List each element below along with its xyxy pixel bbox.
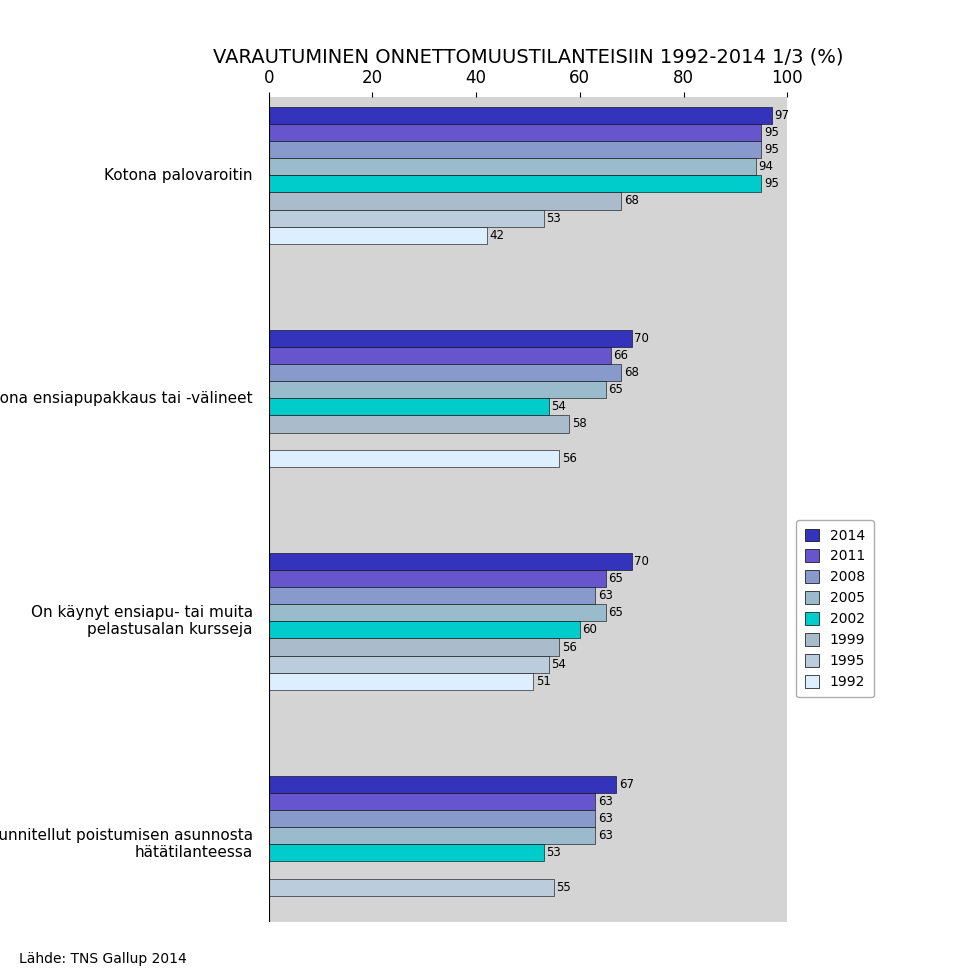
- Bar: [269, 329, 632, 347]
- Text: 54: 54: [551, 657, 566, 671]
- Bar: [269, 845, 543, 861]
- Text: 95: 95: [764, 143, 779, 156]
- Text: 70: 70: [635, 554, 649, 568]
- Bar: [269, 450, 559, 467]
- Text: 60: 60: [583, 623, 597, 636]
- Bar: [269, 879, 554, 896]
- Bar: [269, 398, 549, 416]
- Text: 68: 68: [624, 366, 638, 379]
- Bar: [269, 673, 533, 690]
- Text: 94: 94: [758, 160, 774, 173]
- Bar: [269, 827, 595, 845]
- Bar: [269, 552, 632, 570]
- Text: 65: 65: [609, 572, 623, 585]
- Text: 67: 67: [618, 778, 634, 790]
- Text: 68: 68: [624, 194, 638, 208]
- Bar: [269, 141, 761, 158]
- Text: 65: 65: [609, 384, 623, 396]
- Text: 53: 53: [546, 847, 561, 859]
- Bar: [269, 621, 580, 639]
- Text: 95: 95: [764, 126, 779, 139]
- Bar: [269, 416, 569, 432]
- Text: 55: 55: [557, 881, 571, 893]
- Bar: [269, 776, 616, 793]
- Text: 58: 58: [572, 418, 587, 430]
- Text: 53: 53: [546, 212, 561, 224]
- Bar: [269, 364, 621, 381]
- Text: 56: 56: [562, 452, 577, 465]
- Bar: [269, 570, 606, 587]
- Text: 63: 63: [598, 589, 612, 602]
- Bar: [269, 210, 543, 226]
- Text: 54: 54: [551, 400, 566, 414]
- Bar: [269, 793, 595, 810]
- Text: 51: 51: [536, 675, 551, 687]
- Text: 63: 63: [598, 829, 612, 842]
- Text: 56: 56: [562, 641, 577, 653]
- Bar: [269, 604, 606, 621]
- Text: Lähde: TNS Gallup 2014: Lähde: TNS Gallup 2014: [19, 953, 187, 966]
- Legend: 2014, 2011, 2008, 2005, 2002, 1999, 1995, 1992: 2014, 2011, 2008, 2005, 2002, 1999, 1995…: [797, 520, 874, 697]
- Bar: [269, 123, 761, 141]
- Bar: [269, 107, 772, 123]
- Bar: [269, 175, 761, 192]
- Bar: [269, 587, 595, 604]
- Bar: [269, 810, 595, 827]
- Text: 63: 63: [598, 812, 612, 825]
- Text: 66: 66: [613, 349, 629, 362]
- Bar: [269, 381, 606, 398]
- Bar: [269, 226, 487, 244]
- Text: 42: 42: [489, 229, 504, 242]
- Bar: [269, 158, 756, 175]
- Text: 70: 70: [635, 332, 649, 345]
- Text: 97: 97: [774, 109, 789, 121]
- Title: VARAUTUMINEN ONNETTOMUUSTILANTEISIIN 1992-2014 1/3 (%): VARAUTUMINEN ONNETTOMUUSTILANTEISIIN 199…: [213, 48, 843, 66]
- Bar: [269, 655, 549, 673]
- Bar: [269, 192, 621, 210]
- Bar: [269, 347, 611, 364]
- Text: 63: 63: [598, 795, 612, 808]
- Bar: [269, 639, 559, 655]
- Text: 95: 95: [764, 178, 779, 190]
- Text: 65: 65: [609, 606, 623, 619]
